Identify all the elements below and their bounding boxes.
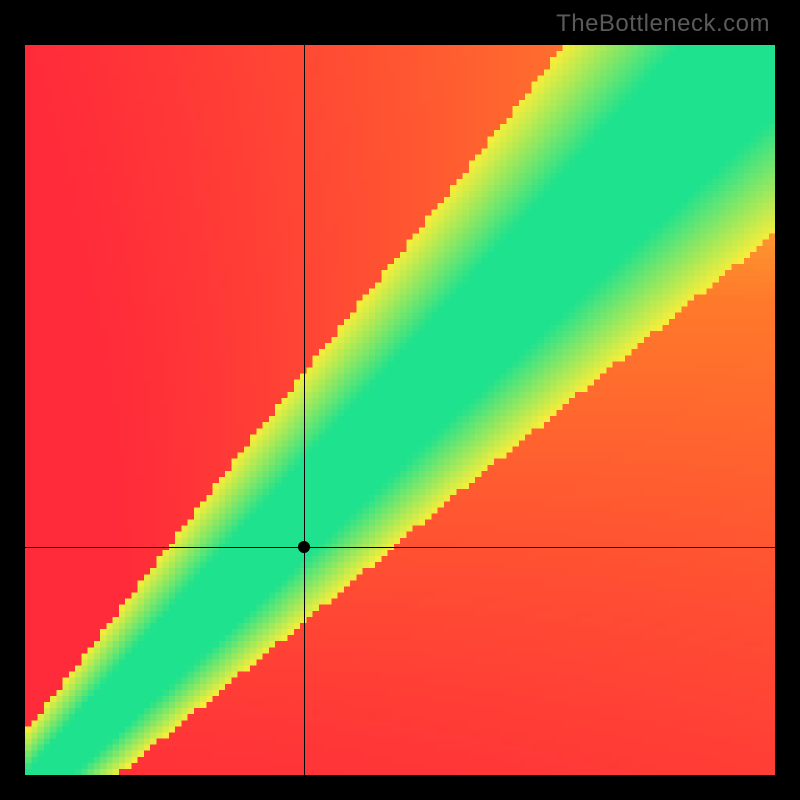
heatmap-canvas [25,45,775,775]
watermark-label: TheBottleneck.com [556,10,770,38]
crosshair-horizontal [25,547,775,548]
plot-area [25,45,775,775]
chart-container: TheBottleneck.com [0,0,800,800]
crosshair-vertical [304,45,305,775]
marker-dot [298,541,310,553]
